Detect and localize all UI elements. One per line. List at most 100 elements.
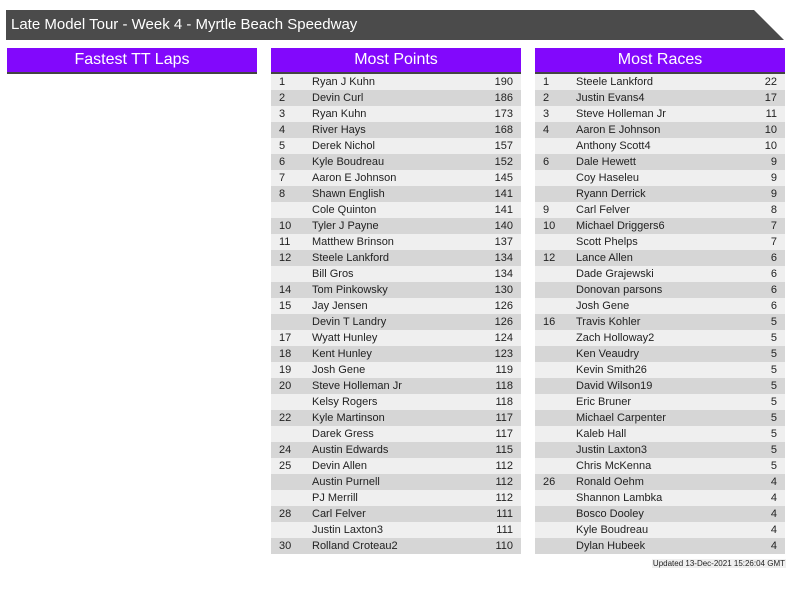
value-cell: 115 bbox=[495, 444, 513, 456]
rank-cell: 16 bbox=[543, 316, 556, 328]
table-row: Ryann Derrick 9 bbox=[535, 186, 785, 202]
rank-cell: 4 bbox=[279, 124, 286, 136]
table-row: Darek Gress 117 bbox=[271, 426, 521, 442]
value-cell: 137 bbox=[494, 236, 513, 248]
table-row: PJ Merrill 112 bbox=[271, 490, 521, 506]
driver-name-cell: Eric Bruner bbox=[576, 396, 632, 408]
rank-cell: 19 bbox=[279, 364, 292, 376]
driver-name-cell: Justin Evans4 bbox=[576, 92, 645, 104]
rank-cell: 3 bbox=[279, 108, 286, 120]
table-row: 24 Austin Edwards 115 bbox=[271, 442, 521, 458]
table-row: Ken Veaudry 5 bbox=[535, 346, 785, 362]
value-cell: 117 bbox=[495, 428, 513, 440]
rank-cell: 2 bbox=[279, 92, 286, 104]
driver-name-cell: Dale Hewett bbox=[576, 156, 636, 168]
rank-cell: 1 bbox=[279, 76, 286, 88]
value-cell: 5 bbox=[770, 444, 777, 456]
rank-cell: 15 bbox=[279, 300, 292, 312]
table-row: 10 Michael Driggers6 7 bbox=[535, 218, 785, 234]
table-row: 4 River Hays 168 bbox=[271, 122, 521, 138]
driver-name-cell: Ronald Oehm bbox=[576, 476, 644, 488]
value-cell: 6 bbox=[770, 284, 777, 296]
table-row: 19 Josh Gene 119 bbox=[271, 362, 521, 378]
table-row: Kelsy Rogers 118 bbox=[271, 394, 521, 410]
value-cell: 126 bbox=[494, 316, 513, 328]
rank-cell: 6 bbox=[279, 156, 286, 168]
value-cell: 123 bbox=[494, 348, 513, 360]
value-cell: 141 bbox=[494, 204, 513, 216]
table-row: 26 Ronald Oehm 4 bbox=[535, 474, 785, 490]
rank-cell: 10 bbox=[543, 220, 556, 232]
driver-name-cell: Rolland Croteau2 bbox=[312, 540, 398, 552]
driver-name-cell: Aaron E Johnson bbox=[576, 124, 661, 136]
table-row: 16 Travis Kohler 5 bbox=[535, 314, 785, 330]
table-row: Zach Holloway2 5 bbox=[535, 330, 785, 346]
driver-name-cell: Aaron E Johnson bbox=[312, 172, 397, 184]
value-cell: 5 bbox=[770, 332, 777, 344]
value-cell: 4 bbox=[770, 540, 777, 552]
table-row: Shannon Lambka 4 bbox=[535, 490, 785, 506]
value-cell: 11 bbox=[765, 108, 777, 120]
table-row: Michael Carpenter 5 bbox=[535, 410, 785, 426]
driver-name-cell: Justin Laxton3 bbox=[576, 444, 647, 456]
rank-cell: 6 bbox=[543, 156, 550, 168]
driver-name-cell: Josh Gene bbox=[576, 300, 630, 312]
rank-cell: 9 bbox=[543, 204, 550, 216]
rank-cell: 12 bbox=[543, 252, 556, 264]
value-cell: 17 bbox=[764, 92, 777, 104]
table-row: Chris McKenna 5 bbox=[535, 458, 785, 474]
value-cell: 190 bbox=[494, 76, 513, 88]
table-row: 17 Wyatt Hunley 124 bbox=[271, 330, 521, 346]
driver-name-cell: Bosco Dooley bbox=[576, 508, 644, 520]
rank-cell: 17 bbox=[279, 332, 292, 344]
driver-name-cell: Lance Allen bbox=[576, 252, 633, 264]
table-row: 8 Shawn English 141 bbox=[271, 186, 521, 202]
value-cell: 22 bbox=[764, 76, 777, 88]
value-cell: 112 bbox=[495, 476, 513, 488]
table-row: 2 Justin Evans4 17 bbox=[535, 90, 785, 106]
rank-cell: 12 bbox=[279, 252, 292, 264]
driver-name-cell: Carl Felver bbox=[312, 508, 366, 520]
value-cell: 124 bbox=[494, 332, 513, 344]
most-races-panel: Most Races 1 Steele Lankford 22 2 Justin Evan… bbox=[535, 48, 785, 554]
page-title: Late Model Tour - Week 4 - Myrtle Beach … bbox=[6, 10, 784, 40]
table-row: 12 Steele Lankford 134 bbox=[271, 250, 521, 266]
table-row: Donovan parsons 6 bbox=[535, 282, 785, 298]
rank-cell: 11 bbox=[279, 236, 291, 248]
table-row: 9 Carl Felver 8 bbox=[535, 202, 785, 218]
value-cell: 9 bbox=[770, 172, 777, 184]
table-row: 4 Aaron E Johnson 10 bbox=[535, 122, 785, 138]
value-cell: 130 bbox=[494, 284, 513, 296]
updated-timestamp: Updated 13-Dec-2021 15:26:04 GMT bbox=[651, 559, 786, 568]
driver-name-cell: Shawn English bbox=[312, 188, 385, 200]
driver-name-cell: Scott Phelps bbox=[576, 236, 638, 248]
driver-name-cell: Austin Purnell bbox=[312, 476, 380, 488]
value-cell: 5 bbox=[770, 412, 777, 424]
driver-name-cell: Shannon Lambka bbox=[576, 492, 663, 504]
table-row: David Wilson19 5 bbox=[535, 378, 785, 394]
rank-cell: 24 bbox=[279, 444, 292, 456]
value-cell: 112 bbox=[495, 460, 513, 472]
table-row: Cole Quinton 141 bbox=[271, 202, 521, 218]
table-row: 10 Tyler J Payne 140 bbox=[271, 218, 521, 234]
driver-name-cell: Carl Felver bbox=[576, 204, 630, 216]
driver-name-cell: Tom Pinkowsky bbox=[312, 284, 388, 296]
table-row: 6 Dale Hewett 9 bbox=[535, 154, 785, 170]
driver-name-cell: Chris McKenna bbox=[576, 460, 652, 472]
rank-cell: 22 bbox=[279, 412, 292, 424]
value-cell: 118 bbox=[495, 380, 513, 392]
value-cell: 7 bbox=[770, 220, 777, 232]
driver-name-cell: Steele Lankford bbox=[312, 252, 390, 264]
table-row: 3 Ryan Kuhn 173 bbox=[271, 106, 521, 122]
driver-name-cell: Michael Carpenter bbox=[576, 412, 666, 424]
value-cell: 9 bbox=[770, 188, 777, 200]
table-row: 28 Carl Felver 111 bbox=[271, 506, 521, 522]
rank-cell: 10 bbox=[279, 220, 292, 232]
table-row: 7 Aaron E Johnson 145 bbox=[271, 170, 521, 186]
value-cell: 8 bbox=[770, 204, 777, 216]
rank-cell: 5 bbox=[279, 140, 286, 152]
driver-name-cell: Michael Driggers6 bbox=[576, 220, 665, 232]
value-cell: 140 bbox=[494, 220, 513, 232]
table-row: 5 Derek Nichol 157 bbox=[271, 138, 521, 154]
table-row: 11 Matthew Brinson 137 bbox=[271, 234, 521, 250]
